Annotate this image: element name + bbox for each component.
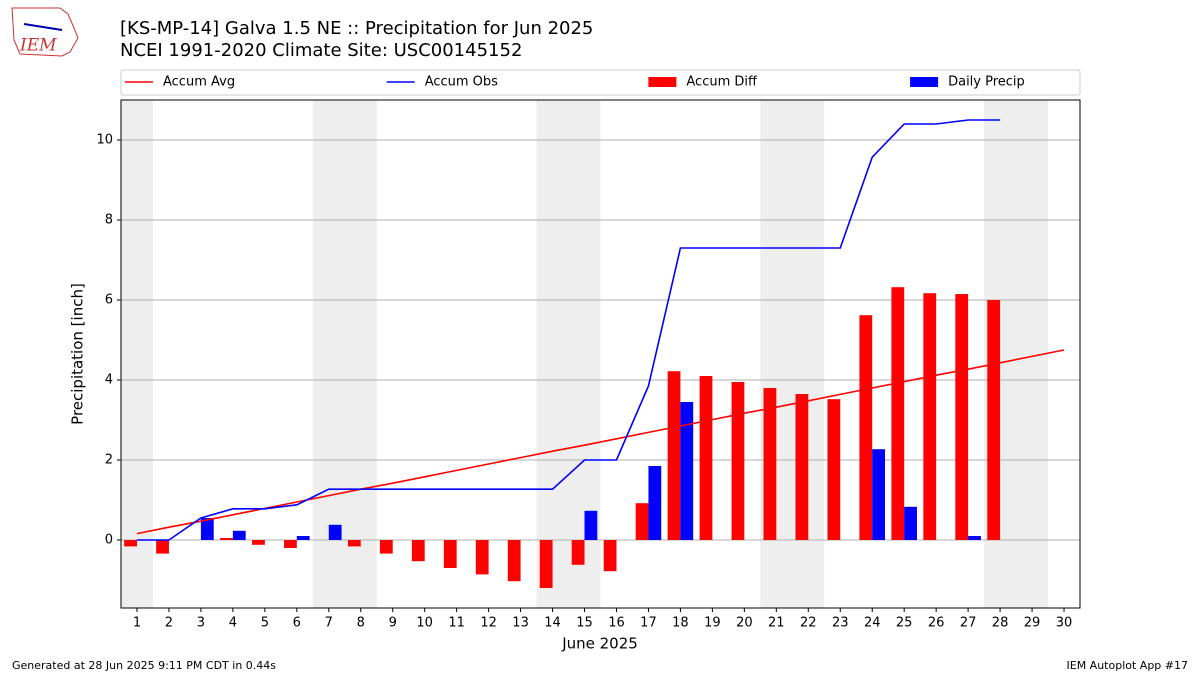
- x-tick-label: 23: [832, 616, 849, 631]
- x-tick-label: 15: [576, 616, 593, 631]
- legend-label: Accum Avg: [163, 75, 235, 90]
- bar: [827, 399, 841, 540]
- bar: [539, 540, 553, 588]
- bar: [507, 540, 521, 582]
- bar: [584, 510, 598, 540]
- logo: IEM: [11, 7, 79, 57]
- x-tick-label: 13: [512, 616, 529, 631]
- bar: [680, 402, 694, 540]
- y-tick-label: 6: [105, 293, 113, 308]
- x-tick-label: 20: [736, 616, 753, 631]
- x-tick-label: 27: [960, 616, 977, 631]
- bar: [296, 536, 310, 540]
- legend-box: [120, 69, 1081, 96]
- weekend-shade: [121, 100, 153, 608]
- y-tick-label: 4: [105, 373, 113, 388]
- x-tick-label: 16: [608, 616, 625, 631]
- bar: [923, 293, 937, 540]
- bar: [904, 506, 917, 540]
- x-tick-label: 29: [1024, 616, 1041, 631]
- bar: [156, 540, 169, 554]
- x-tick-label: 9: [389, 616, 397, 631]
- chart-title: [KS-MP-14] Galva 1.5 NE :: Precipitation…: [120, 18, 593, 39]
- footer-left: Generated at 28 Jun 2025 9:11 PM CDT in …: [12, 659, 276, 672]
- x-tick-label: 28: [992, 616, 1009, 631]
- chart-subtitle: NCEI 1991-2020 Climate Site: USC00145152: [120, 40, 522, 61]
- x-tick-label: 4: [229, 616, 237, 631]
- bar: [872, 449, 886, 540]
- x-tick-label: 25: [896, 616, 913, 631]
- bar: [603, 540, 617, 572]
- bar: [955, 294, 969, 540]
- legend-symbol: [910, 77, 939, 87]
- bar: [667, 371, 681, 540]
- x-tick-label: 19: [704, 616, 721, 631]
- bar: [411, 540, 425, 562]
- line: [136, 349, 1065, 535]
- x-tick-label: 6: [293, 616, 301, 631]
- weekend-shade: [312, 100, 377, 608]
- x-tick-label: 8: [357, 616, 365, 631]
- bar: [763, 388, 777, 540]
- bar: [200, 518, 214, 540]
- y-tick-label: 2: [105, 453, 113, 468]
- x-tick-label: 11: [448, 616, 465, 631]
- logo-text: IEM: [19, 36, 57, 56]
- bar: [284, 540, 297, 548]
- x-tick-label: 3: [197, 616, 205, 631]
- bar: [699, 376, 713, 540]
- legend-label: Daily Precip: [948, 75, 1025, 90]
- legend-symbol: [648, 77, 677, 87]
- footer-right: IEM Autoplot App #17: [1067, 659, 1189, 672]
- bar: [891, 287, 905, 540]
- bar: [859, 315, 873, 540]
- y-axis-label: Precipitation [inch]: [69, 283, 87, 425]
- bar: [252, 540, 265, 545]
- y-tick-label: 8: [105, 213, 113, 228]
- x-tick-label: 26: [928, 616, 945, 631]
- bar: [987, 300, 1001, 540]
- bar: [232, 530, 246, 540]
- x-tick-label: 30: [1056, 616, 1073, 631]
- x-tick-label: 21: [768, 616, 785, 631]
- bar: [795, 394, 809, 540]
- x-axis-label: June 2025: [561, 635, 638, 653]
- bar: [347, 540, 361, 547]
- x-tick-label: 10: [416, 616, 433, 631]
- bar: [124, 540, 137, 547]
- x-tick-label: 12: [480, 616, 497, 631]
- x-tick-label: 22: [800, 616, 817, 631]
- x-tick-label: 14: [544, 616, 561, 631]
- bar: [443, 540, 457, 568]
- bar: [220, 538, 233, 540]
- x-tick-label: 2: [165, 616, 173, 631]
- bar: [571, 540, 585, 565]
- x-tick-label: 5: [261, 616, 269, 631]
- x-tick-label: 17: [640, 616, 657, 631]
- x-tick-label: 7: [325, 616, 333, 631]
- x-tick-label: 1: [133, 616, 141, 631]
- legend-label: Accum Diff: [686, 75, 758, 90]
- bar: [968, 536, 981, 540]
- bar: [379, 540, 393, 554]
- bar: [648, 466, 662, 540]
- bar: [328, 524, 342, 540]
- legend-label: Accum Obs: [425, 75, 498, 90]
- y-tick-label: 10: [96, 133, 113, 148]
- y-tick-label: 0: [105, 533, 113, 548]
- bar: [475, 540, 489, 575]
- plot-frame: [120, 99, 1081, 609]
- x-tick-label: 24: [864, 616, 881, 631]
- line: [136, 119, 1001, 541]
- bar: [731, 382, 745, 540]
- bar: [635, 503, 649, 540]
- x-tick-label: 18: [672, 616, 689, 631]
